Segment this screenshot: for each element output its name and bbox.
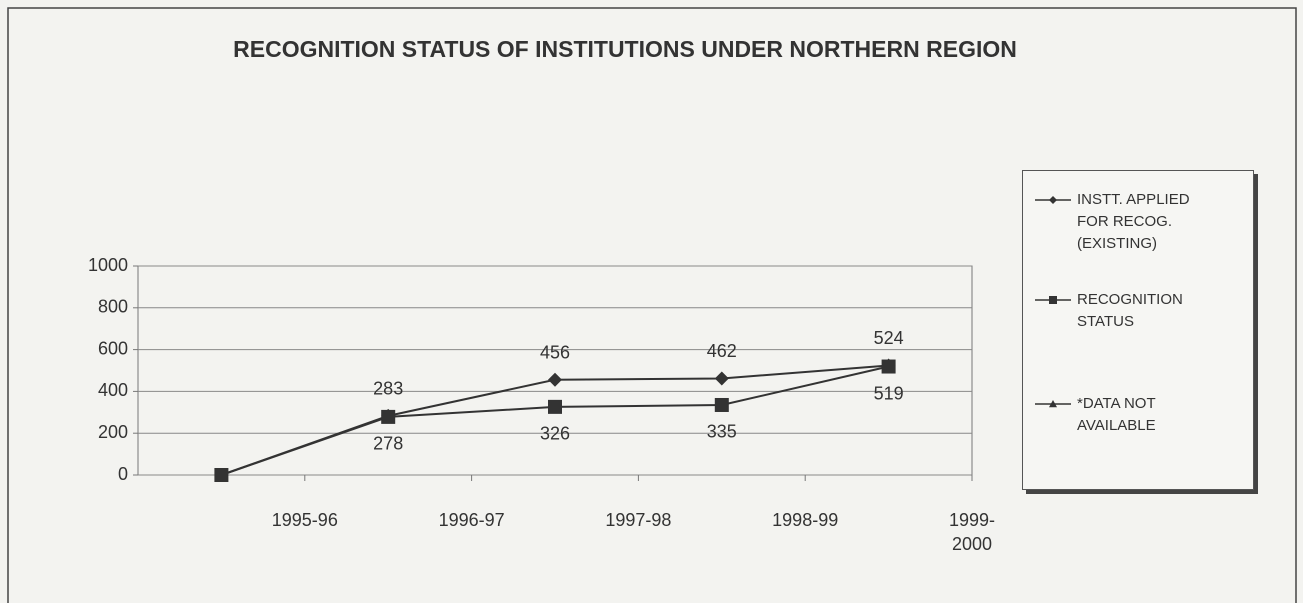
x-tick-label: 1999-2000	[948, 510, 996, 554]
legend-entry: INSTT. APPLIED FOR RECOG. (EXISTING)	[1033, 189, 1207, 255]
marker-square	[214, 468, 229, 482]
y-tick-label: 1000	[88, 255, 128, 275]
legend: INSTT. APPLIED FOR RECOG. (EXISTING) RECO…	[1022, 170, 1254, 490]
marker-square	[1049, 296, 1057, 304]
data-label: 283	[373, 379, 403, 399]
data-label: 278	[373, 434, 403, 454]
data-label: 519	[874, 383, 904, 403]
data-label: 462	[707, 341, 737, 361]
legend-swatch	[1035, 296, 1071, 304]
marker-square	[881, 359, 896, 374]
data-label: 456	[540, 342, 570, 362]
chart-title: RECOGNITION STATUS OF INSTITUTIONS UNDER…	[233, 36, 1017, 62]
legend-label: RECOGNITION STATUS	[1077, 291, 1183, 330]
x-tick-label: 1996-97	[438, 510, 505, 530]
y-tick-label: 800	[98, 297, 128, 317]
legend-label: *DATA NOT AVAILABLE	[1077, 395, 1156, 434]
x-tick-label: 1995-96	[271, 510, 338, 530]
data-label: 335	[707, 422, 737, 442]
legend-entry: *DATA NOT AVAILABLE	[1033, 393, 1207, 437]
x-tick-label: 1998-99	[772, 510, 839, 530]
frame	[7, 7, 1297, 603]
y-tick-label: 600	[98, 338, 128, 358]
y-tick-label: 0	[118, 464, 128, 484]
y-tick-label: 400	[98, 380, 128, 400]
y-tick-label: 200	[98, 422, 128, 442]
data-label: 326	[540, 424, 570, 444]
data-label: 524	[874, 328, 904, 348]
marker-diamond	[548, 372, 562, 387]
x-tick-label: 1997-98	[605, 510, 672, 530]
marker-square	[548, 399, 562, 414]
legend-swatch	[1035, 196, 1071, 204]
plot-area	[137, 265, 973, 476]
marker-diamond	[1049, 196, 1057, 204]
legend-swatch	[1035, 400, 1071, 408]
marker-square	[381, 409, 396, 424]
marker-triangle	[1049, 400, 1057, 408]
legend-label: INSTT. APPLIED FOR RECOG. (EXISTING)	[1077, 191, 1190, 252]
marker-square	[714, 397, 729, 412]
marker-diamond	[714, 371, 729, 386]
legend-entry: RECOGNITION STATUS	[1033, 289, 1207, 333]
